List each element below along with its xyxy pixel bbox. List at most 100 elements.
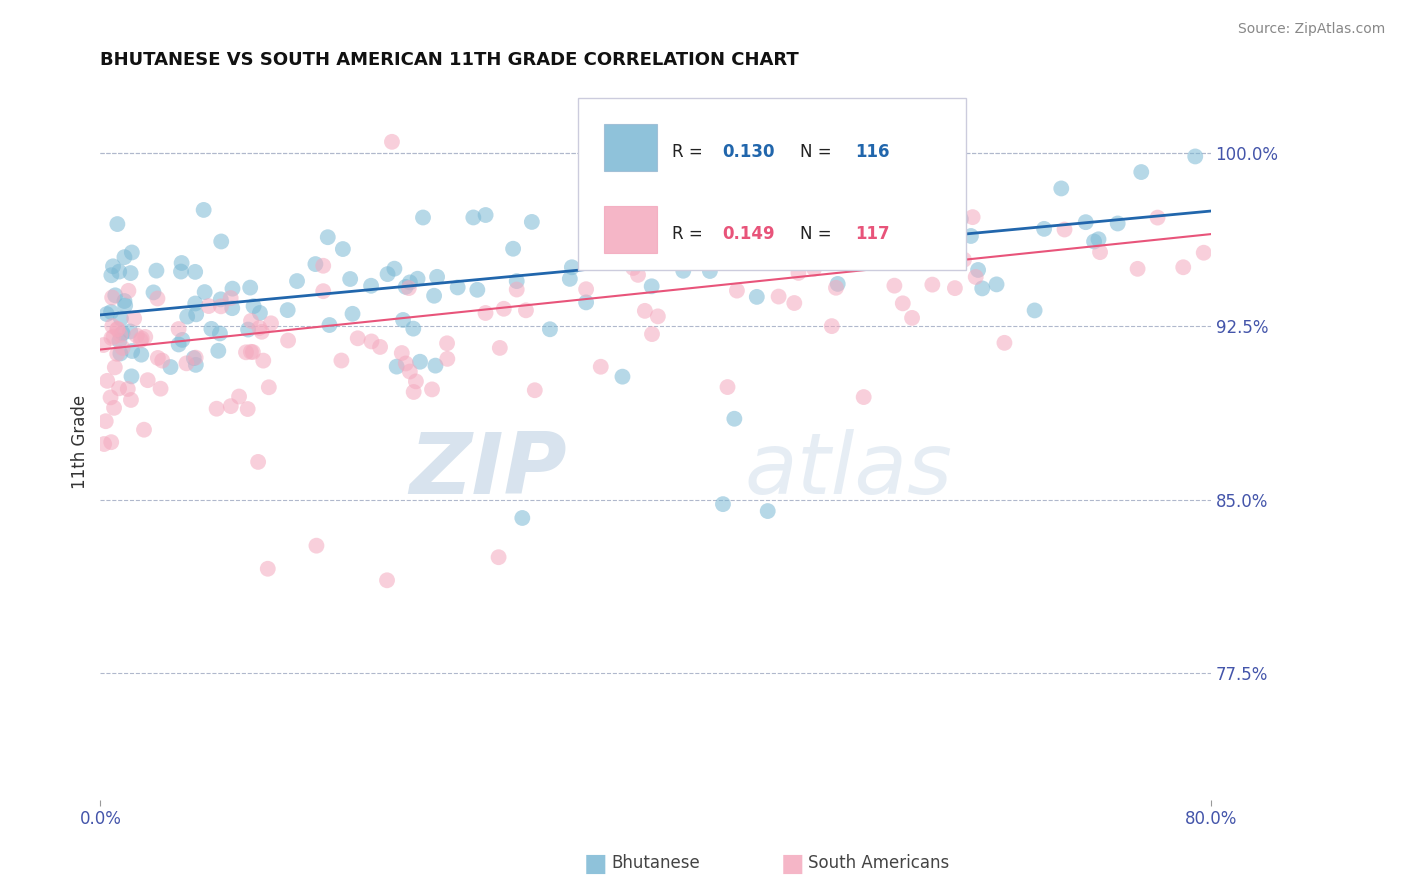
Point [368, 340, 391, 354]
FancyBboxPatch shape [605, 124, 657, 170]
Point [425, 359, 447, 373]
Point [1074, 215, 1097, 229]
Point [209, 235, 232, 249]
Point [1192, 245, 1215, 260]
Point [883, 278, 905, 293]
Text: 0.149: 0.149 [723, 226, 775, 244]
Point [256, 562, 278, 576]
Point [184, 265, 207, 279]
Point [209, 299, 232, 313]
Text: atlas: atlas [744, 429, 952, 512]
Point [616, 254, 638, 268]
Text: Bhutanese: Bhutanese [612, 855, 700, 872]
Text: South Americans: South Americans [808, 855, 949, 872]
Point [405, 375, 427, 389]
Point [745, 290, 768, 304]
Point [621, 260, 644, 275]
Point [986, 277, 1008, 292]
Point [1053, 222, 1076, 236]
Point [257, 380, 280, 394]
Point [375, 574, 398, 588]
Point [891, 296, 914, 310]
Point [1184, 149, 1206, 163]
Point [114, 293, 136, 308]
Point [520, 215, 543, 229]
Point [436, 351, 458, 366]
Point [903, 246, 925, 260]
Point [575, 295, 598, 310]
Point [93, 338, 115, 352]
Point [813, 225, 835, 239]
Point [186, 307, 208, 321]
Point [219, 399, 242, 413]
Point [304, 257, 326, 271]
Point [474, 208, 496, 222]
Point [103, 330, 125, 344]
Point [644, 228, 666, 243]
Point [101, 318, 124, 333]
Point [96, 374, 118, 388]
Point [783, 296, 806, 310]
Text: ■: ■ [780, 852, 804, 875]
Point [488, 550, 510, 565]
Point [402, 384, 425, 399]
Point [627, 268, 650, 282]
Point [100, 268, 122, 283]
Point [797, 235, 820, 249]
Text: R =: R = [672, 226, 709, 244]
Point [149, 382, 172, 396]
Point [239, 280, 262, 294]
Point [474, 306, 496, 320]
Point [172, 333, 194, 347]
Point [960, 229, 983, 244]
Point [125, 328, 148, 343]
Point [589, 359, 612, 374]
Point [1088, 245, 1111, 260]
Point [332, 242, 354, 256]
Point [502, 242, 524, 256]
Point [725, 284, 748, 298]
Point [205, 401, 228, 416]
Text: N =: N = [800, 143, 837, 161]
Point [108, 264, 131, 278]
Point [250, 325, 273, 339]
Point [260, 316, 283, 330]
Point [247, 455, 270, 469]
Point [825, 281, 848, 295]
Point [360, 278, 382, 293]
Point [803, 261, 825, 276]
Point [711, 497, 734, 511]
Point [634, 303, 657, 318]
Point [398, 281, 420, 295]
Point [339, 272, 361, 286]
Point [104, 360, 127, 375]
Point [1173, 260, 1195, 275]
Point [120, 392, 142, 407]
Point [965, 269, 987, 284]
Point [515, 303, 537, 318]
Point [277, 334, 299, 348]
Point [104, 288, 127, 302]
Point [1130, 165, 1153, 179]
Point [236, 322, 259, 336]
Point [108, 334, 131, 348]
Point [436, 336, 458, 351]
Point [538, 322, 561, 336]
Point [120, 266, 142, 280]
Point [742, 253, 765, 268]
Point [134, 330, 156, 344]
Point [943, 281, 966, 295]
Point [100, 435, 122, 450]
Point [312, 259, 335, 273]
Text: BHUTANESE VS SOUTH AMERICAN 11TH GRADE CORRELATION CHART: BHUTANESE VS SOUTH AMERICAN 11TH GRADE C… [100, 51, 799, 69]
Point [240, 314, 263, 328]
Point [228, 390, 250, 404]
Point [184, 296, 207, 310]
Point [146, 351, 169, 365]
Text: 117: 117 [855, 226, 890, 244]
Point [932, 233, 955, 247]
Point [575, 282, 598, 296]
Point [934, 230, 956, 244]
Point [634, 250, 657, 264]
Point [100, 331, 122, 345]
